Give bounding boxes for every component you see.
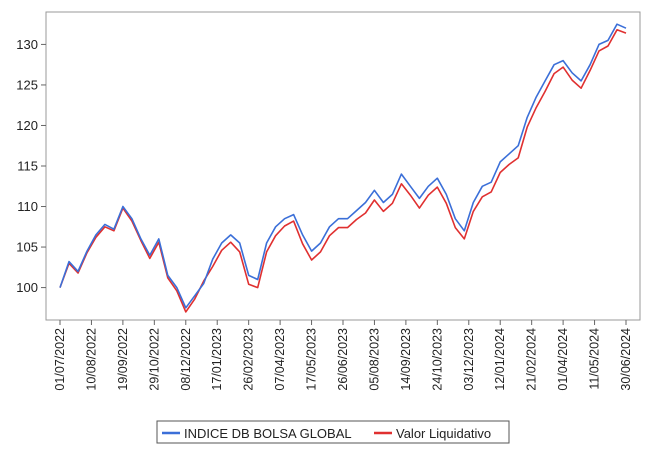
y-tick-label: 130: [16, 37, 38, 52]
x-tick-label: 17/05/2023: [305, 328, 319, 391]
x-tick-label: 30/06/2024: [619, 328, 633, 391]
legend: INDICE DB BOLSA GLOBAL Valor Liquidativo: [156, 420, 510, 444]
x-tick-label: 01/04/2024: [556, 328, 570, 391]
legend-label-nav: Valor Liquidativo: [396, 426, 491, 441]
legend-box: [156, 420, 510, 444]
x-tick-label: 24/10/2023: [430, 328, 444, 391]
x-tick-label: 12/01/2024: [493, 328, 507, 391]
x-axis: 01/07/2022 10/08/2022 19/09/2022 29/10/2022…: [53, 320, 633, 391]
x-tick-label: 29/10/2022: [147, 328, 161, 391]
y-tick-label: 120: [16, 118, 38, 133]
x-tick-label: 17/01/2023: [210, 328, 224, 391]
x-tick-label: 03/12/2023: [462, 328, 476, 391]
x-tick-label: 10/08/2022: [84, 328, 98, 391]
series-line-nav: [59, 28, 627, 313]
series-layer: [59, 23, 627, 313]
y-tick-label: 100: [16, 280, 38, 295]
x-tick-label: 14/09/2023: [399, 328, 413, 391]
x-tick-label: 07/04/2023: [273, 328, 287, 391]
x-tick-label: 21/02/2024: [525, 328, 539, 391]
y-tick-label: 110: [17, 199, 38, 214]
y-tick-label: 125: [16, 77, 38, 92]
series-line-index: [59, 23, 627, 309]
x-tick-label: 11/05/2024: [588, 328, 602, 390]
x-tick-label: 08/12/2022: [179, 328, 193, 391]
y-tick-label: 115: [17, 159, 38, 174]
x-tick-label: 01/07/2022: [53, 328, 67, 391]
y-tick-label: 105: [16, 240, 38, 255]
x-tick-label: 19/09/2022: [116, 328, 130, 391]
x-tick-label: 26/02/2023: [242, 328, 256, 391]
legend-label-index: INDICE DB BOLSA GLOBAL: [184, 426, 352, 441]
x-tick-label: 05/08/2023: [367, 328, 381, 391]
plot-frame: [45, 11, 641, 321]
y-axis: 100 105 110 115 120 125 130: [16, 37, 46, 295]
x-tick-label: 26/06/2023: [336, 328, 350, 391]
